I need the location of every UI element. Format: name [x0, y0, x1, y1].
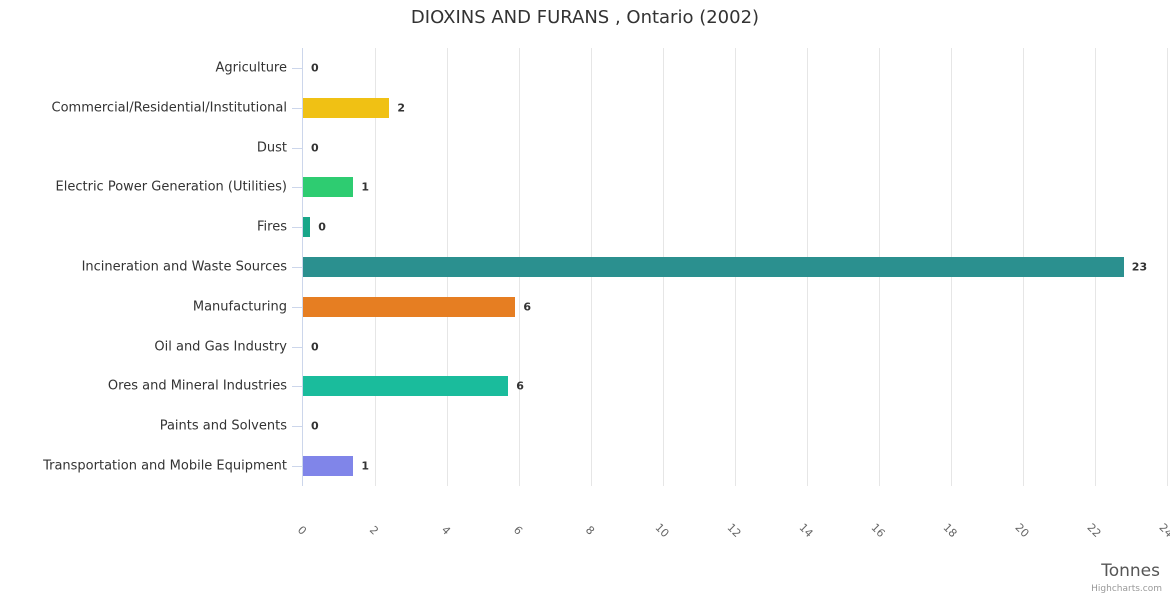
x-axis-label: 6	[510, 523, 526, 538]
x-axis-label: 14	[796, 520, 816, 541]
data-label: 0	[311, 61, 319, 75]
category-label: Dust	[256, 140, 287, 156]
bar[interactable]	[303, 376, 509, 397]
x-axis-title: Tonnes	[1101, 561, 1160, 581]
data-label: 0	[311, 419, 319, 433]
data-label: 0	[311, 340, 319, 354]
category-tick	[292, 306, 302, 308]
category-label: Transportation and Mobile Equipment	[43, 458, 287, 474]
category-label: Ores and Mineral Industries	[107, 378, 287, 394]
category-tick	[292, 267, 302, 268]
category-tick	[292, 67, 302, 69]
category-tick	[292, 147, 302, 149]
category-label: Manufacturing	[192, 299, 287, 315]
x-axis-label: 4	[438, 523, 454, 538]
gridline	[1166, 48, 1168, 486]
category-tick	[292, 187, 302, 189]
data-label: 2	[397, 101, 406, 115]
category-tick	[292, 227, 302, 229]
category-tick	[292, 346, 302, 348]
x-axis-label: 18	[940, 520, 960, 541]
category-label: Agriculture	[215, 60, 288, 76]
x-axis-label: 2	[366, 523, 382, 538]
category-label: Paints and Solvents	[159, 418, 287, 434]
category-label: Fires	[257, 219, 287, 235]
category-label: Commercial/Residential/Institutional	[51, 100, 288, 116]
x-axis-label: 12	[724, 520, 744, 541]
category-tick	[292, 107, 302, 109]
x-axis-label: 22	[1084, 520, 1104, 541]
data-label: 6	[523, 300, 532, 314]
data-label: 1	[361, 180, 370, 194]
category-label: Incineration and Waste Sources	[81, 259, 287, 275]
bar[interactable]	[303, 296, 516, 317]
bar[interactable]	[303, 97, 390, 118]
category-label: Electric Power Generation (Utilities)	[55, 179, 287, 195]
bar[interactable]	[303, 456, 354, 477]
x-axis-label: 10	[652, 520, 672, 541]
bar[interactable]	[303, 257, 1124, 277]
data-label: 1	[361, 459, 370, 473]
data-label: 0	[311, 141, 319, 155]
category-tick	[292, 426, 302, 428]
bar[interactable]	[303, 177, 354, 198]
category-label: Oil and Gas Industry	[154, 339, 287, 355]
highcharts-credits-link[interactable]: Highcharts.com	[1091, 584, 1162, 594]
bar[interactable]	[303, 217, 311, 238]
data-label: 23	[1131, 260, 1148, 274]
category-tick	[292, 386, 302, 388]
x-axis-label: 0	[294, 523, 310, 538]
chart-title: DIOXINS AND FURANS , Ontario (2002)	[410, 7, 760, 28]
data-label: 0	[318, 220, 326, 234]
x-axis-label: 20	[1012, 520, 1032, 541]
x-axis-label: 16	[868, 520, 888, 541]
category-tick	[292, 466, 302, 468]
x-axis-label: 8	[582, 523, 598, 538]
data-label: 6	[516, 379, 524, 393]
x-axis-label: 24	[1156, 520, 1170, 541]
